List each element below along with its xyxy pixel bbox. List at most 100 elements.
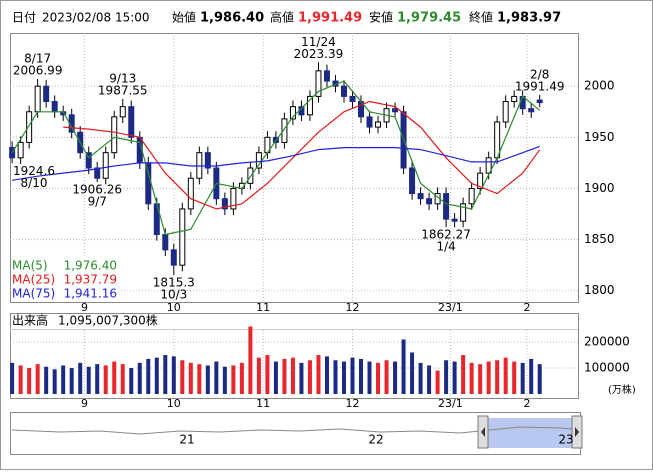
price-panel: [10, 33, 579, 303]
legend-name: MA(75): [12, 287, 55, 301]
volume-bar: [197, 364, 202, 394]
x-tick-label: 23/1: [438, 397, 463, 410]
volume-title: 出来高: [12, 313, 48, 328]
legend-value: 1,941.16: [64, 287, 117, 301]
volume-bar: [154, 357, 159, 394]
header-label: 安値: [369, 10, 393, 25]
volume-bar: [478, 364, 483, 394]
annotation-value: 1987.55: [98, 83, 148, 97]
candle-body: [443, 193, 450, 220]
candle-body: [111, 116, 118, 154]
annotation-date: 10/3: [160, 288, 187, 302]
navigator-label: 23: [558, 433, 573, 447]
x-tick-label: 2: [523, 301, 530, 314]
volume-bar: [35, 364, 40, 394]
header-datetime: 2023/02/08 15:00: [42, 11, 150, 25]
volume-bar: [418, 362, 423, 394]
volume-bar: [520, 362, 525, 394]
volume-bar: [307, 360, 312, 394]
volume-bar: [273, 361, 278, 394]
candle-body: [477, 172, 484, 189]
candle-body: [340, 85, 347, 97]
x-tick-label: 12: [346, 397, 360, 410]
header-low: 1,979.45: [397, 11, 461, 26]
volume-bar: [69, 368, 74, 394]
candle-body: [366, 116, 373, 128]
header-label: 日付: [12, 11, 36, 25]
y-tick-label: 1900: [584, 181, 615, 195]
volume-bar: [427, 365, 432, 394]
candle-body: [468, 187, 475, 205]
candle-body: [128, 106, 135, 138]
x-tick-label: 9: [81, 301, 88, 314]
volume-bar: [231, 365, 236, 394]
x-tick-label: 10: [167, 397, 181, 410]
volume-total: 1,095,007,300株: [58, 313, 158, 328]
volume-bar: [341, 361, 346, 394]
candle-body: [179, 208, 186, 266]
x-tick-label: 9: [81, 397, 88, 410]
volume-bar: [469, 362, 474, 394]
volume-bar: [316, 355, 321, 394]
candle-body: [323, 70, 330, 82]
navigator-window[interactable]: [488, 418, 572, 448]
volume-bar: [486, 361, 491, 394]
volume-bar: [290, 357, 295, 394]
y-tick-label: 200000: [584, 335, 630, 349]
candle-body: [392, 108, 399, 113]
volume-bar: [163, 355, 168, 394]
x-tick-label: 23/1: [438, 301, 463, 314]
header-open: 1,986.40: [200, 11, 264, 26]
volume-bar: [359, 358, 364, 394]
volume-bar: [393, 361, 398, 394]
header-label: 高値: [270, 10, 294, 25]
candle-body: [281, 118, 288, 143]
volume-bar: [95, 364, 100, 394]
volume-bar: [10, 362, 15, 394]
header-close: 1,983.97: [497, 11, 561, 26]
navigator-label: 21: [179, 433, 194, 447]
volume-bar: [512, 361, 517, 394]
candle-body: [502, 101, 509, 123]
candle-body: [26, 111, 33, 143]
candle-body: [145, 162, 152, 205]
volume-bar: [78, 362, 83, 394]
candle-body: [289, 106, 296, 120]
annotation-date: 2/8: [530, 67, 549, 81]
legend-name: MA(5): [12, 259, 48, 273]
candle-body: [409, 167, 416, 195]
volume-bar: [452, 361, 457, 394]
volume-bar: [103, 365, 108, 394]
candle-body: [162, 233, 169, 251]
annotation-date: 9/13: [109, 71, 136, 85]
candle-body: [102, 152, 109, 179]
candle-body: [204, 152, 211, 169]
volume-bar: [188, 362, 193, 394]
candle-body: [43, 85, 50, 103]
candle-body: [17, 141, 24, 159]
volume-bar: [410, 352, 415, 394]
annotation-value: 1815.3: [153, 276, 195, 290]
candle-body: [417, 193, 424, 200]
volume-bar: [435, 370, 440, 394]
volume-bar: [112, 361, 117, 394]
legend-box: [11, 258, 119, 302]
annotation-value: 2023.39: [294, 47, 344, 61]
ma-line: [63, 100, 541, 210]
candle-body: [34, 85, 41, 113]
volume-bar: [299, 362, 304, 394]
volume-bar: [61, 365, 66, 394]
volume-bar: [248, 326, 253, 394]
volume-bar: [137, 362, 142, 394]
header-high: 1,991.49: [298, 11, 362, 26]
candle-body: [170, 249, 177, 266]
volume-bar: [120, 364, 125, 394]
volume-bar: [239, 362, 244, 394]
candle-body: [306, 95, 313, 116]
y-tick-label: 100000: [584, 361, 630, 375]
annotation-value: 1906.26: [72, 183, 122, 197]
volume-bar: [376, 362, 381, 394]
annotation-date: 8/17: [24, 52, 51, 66]
annotation-date: 8/10: [21, 176, 48, 190]
